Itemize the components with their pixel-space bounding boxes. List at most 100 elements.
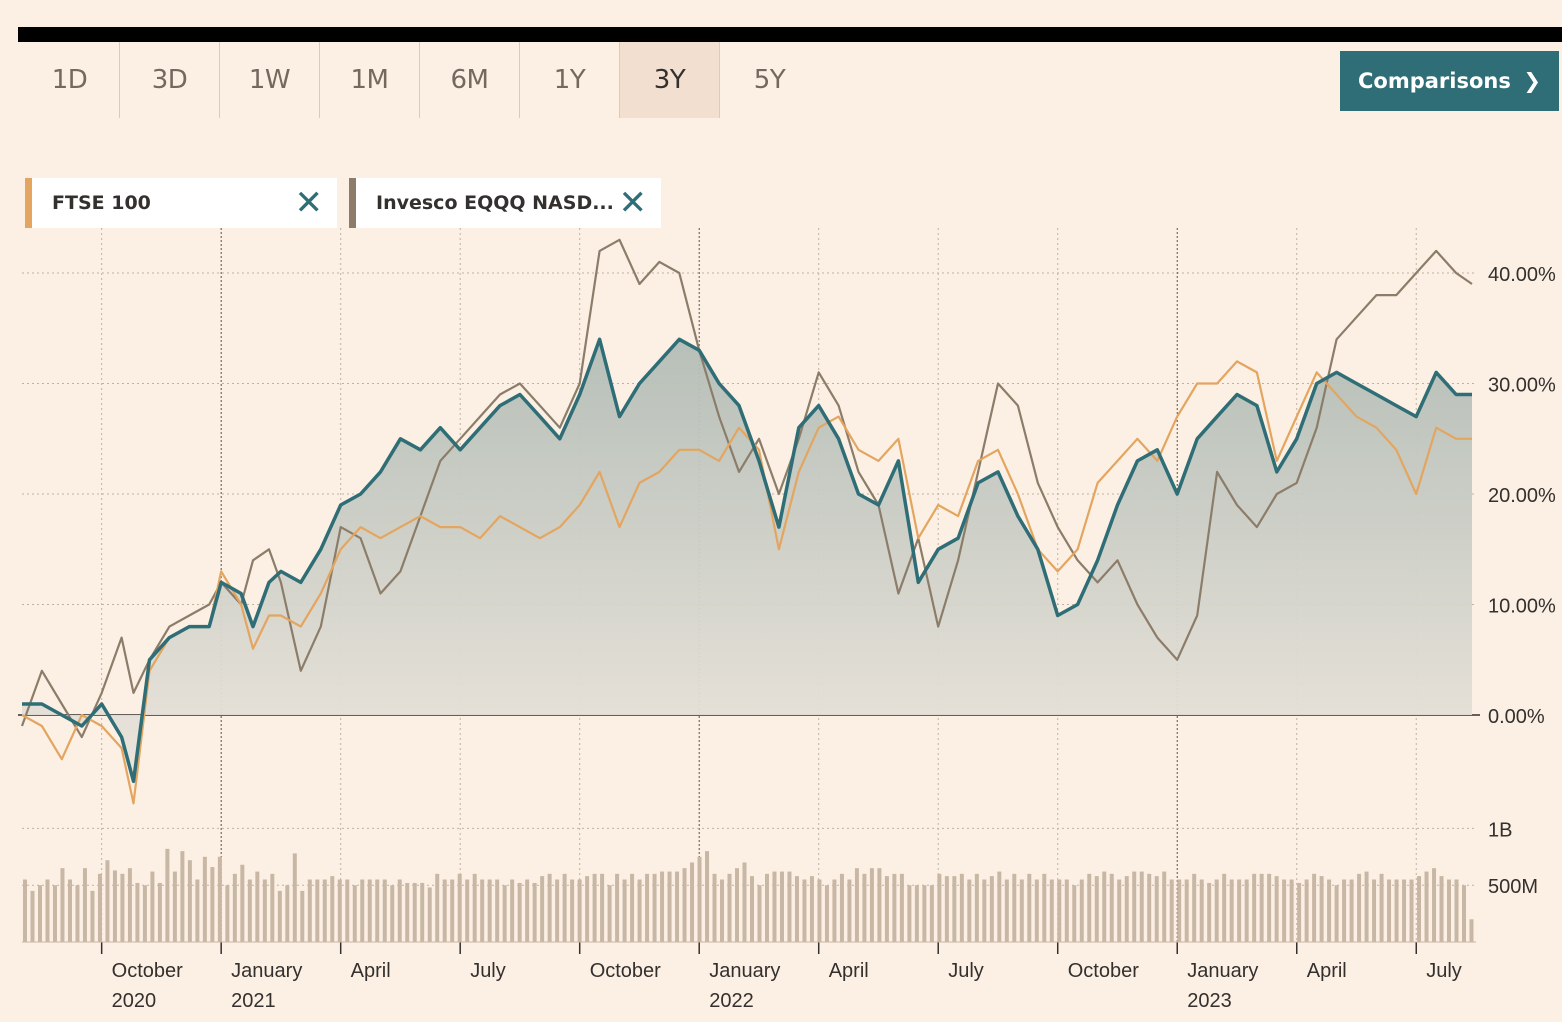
volume-bar — [1169, 879, 1174, 942]
volume-bar — [555, 879, 560, 942]
volume-bar — [375, 879, 380, 942]
volume-bar — [884, 876, 889, 942]
x-tick-label: October — [112, 960, 183, 982]
volume-bar — [442, 879, 447, 942]
volume-bar — [1334, 885, 1339, 942]
volume-bar — [1282, 879, 1287, 942]
volume-bar — [23, 879, 27, 942]
x-tick-label: January — [231, 960, 302, 982]
volume-bar — [97, 873, 102, 942]
volume-bar — [510, 879, 515, 942]
volume-bar — [645, 873, 650, 942]
volume-bar — [270, 873, 275, 942]
volume-bar — [120, 873, 125, 942]
volume-bar — [45, 879, 50, 942]
volume-bar — [1252, 873, 1257, 942]
volume-bar — [180, 851, 185, 942]
legend-label-invesco: Invesco EQQQ NASD... — [376, 192, 614, 214]
volume-bar — [1327, 879, 1332, 942]
volume-bar — [517, 882, 522, 942]
close-icon[interactable]: ✕ — [618, 183, 648, 223]
volume-bar — [1274, 876, 1279, 942]
comparisons-button[interactable]: Comparisons ❯ — [1340, 51, 1559, 111]
tab-1m[interactable]: 1M — [320, 42, 420, 118]
volume-bar — [779, 871, 784, 942]
volume-bar — [697, 856, 702, 942]
volume-bar — [487, 879, 492, 942]
volume-bar — [1469, 919, 1474, 942]
volume-bar — [210, 867, 215, 942]
volume-bar — [832, 879, 837, 942]
volume-bar — [944, 876, 949, 942]
volume-bar — [637, 879, 642, 942]
volume-bar — [112, 870, 117, 942]
tab-5y[interactable]: 5Y — [753, 65, 786, 95]
volume-bar — [869, 868, 874, 942]
volume-bar — [135, 882, 140, 942]
volume-bar — [472, 873, 477, 942]
volume-bar — [1079, 879, 1084, 942]
x-tick-label: April — [351, 960, 391, 982]
volume-bar — [1319, 876, 1324, 942]
x-tick-label: April — [829, 960, 869, 982]
volume-bar — [600, 873, 605, 942]
volume-bar — [1259, 873, 1264, 942]
volume-bar — [480, 879, 485, 942]
volume-bar — [90, 890, 95, 942]
legend-swatch-invesco — [349, 178, 356, 228]
legend-swatch-ftse — [25, 178, 32, 228]
volume-bar — [1027, 873, 1032, 942]
volume-bar — [750, 876, 754, 942]
volume-bar — [285, 885, 290, 942]
volume-bar — [1447, 879, 1452, 942]
tab-1d[interactable]: 1D — [20, 42, 120, 118]
volume-bar — [712, 873, 717, 942]
volume-bar — [1154, 876, 1159, 942]
x-tick-year-label: 2023 — [1187, 990, 1232, 1012]
volume-bar — [952, 876, 957, 942]
volume-bar — [1049, 879, 1054, 942]
volume-bar — [630, 873, 635, 942]
volume-bar — [592, 873, 597, 942]
volume-bar — [1214, 879, 1219, 942]
tab-6m[interactable]: 6M — [420, 42, 520, 118]
volume-bar — [1462, 885, 1467, 942]
volume-bar — [127, 868, 132, 942]
volume-bar — [1304, 879, 1309, 942]
volume-bar — [1199, 879, 1204, 942]
x-tick-year-label: 2021 — [231, 990, 276, 1012]
volume-bar — [322, 879, 327, 942]
y-tick-label: 40.00% — [1488, 264, 1556, 286]
volume-bar — [232, 873, 237, 942]
volume-bar — [142, 885, 147, 942]
x-tick-label: July — [948, 960, 984, 982]
volume-bar — [255, 871, 260, 942]
volume-bar — [1357, 873, 1362, 942]
x-tick-label: January — [1187, 960, 1258, 982]
volume-bar — [847, 879, 852, 942]
volume-bar — [929, 885, 934, 942]
legend-item-ftse-100: FTSE 100 ✕ — [25, 178, 337, 228]
volume-bar — [1117, 879, 1122, 942]
tab-3y[interactable]: 3Y — [620, 42, 720, 118]
volume-bar — [195, 879, 200, 942]
volume-bar — [1417, 876, 1422, 942]
y-tick-label: 30.00% — [1488, 375, 1556, 397]
x-tick-year-label: 2020 — [112, 990, 157, 1012]
volume-bar — [1094, 876, 1099, 942]
volume-bar — [675, 871, 680, 942]
main-series-line — [22, 337, 1472, 784]
legend-label-ftse: FTSE 100 — [52, 192, 151, 214]
tab-1w[interactable]: 1W — [220, 42, 320, 118]
volume-bar — [390, 885, 395, 942]
tab-3d[interactable]: 3D — [120, 42, 220, 118]
volume-bar — [607, 885, 612, 942]
tab-1y[interactable]: 1Y — [520, 42, 620, 118]
volume-bar — [794, 876, 799, 942]
close-icon[interactable]: ✕ — [294, 183, 324, 223]
volume-bar — [412, 882, 417, 942]
volume-bar — [690, 862, 695, 942]
volume-bar — [382, 879, 387, 942]
volume-bar — [1034, 879, 1039, 942]
volume-bar — [862, 873, 867, 942]
